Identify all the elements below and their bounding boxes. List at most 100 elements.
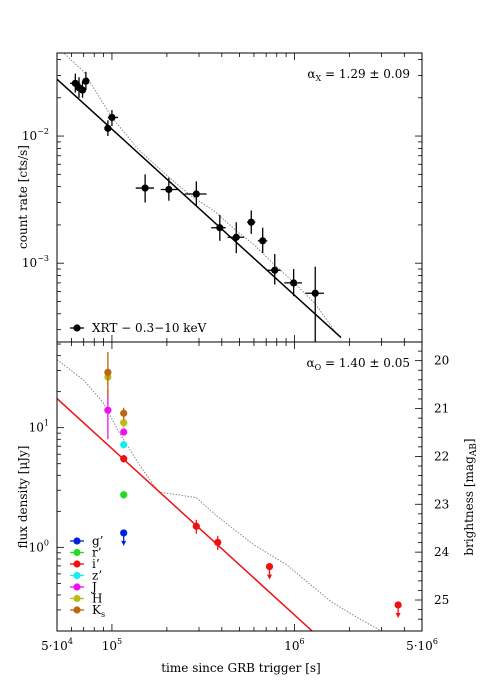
data-point	[284, 269, 302, 297]
data-point	[120, 418, 128, 428]
data-point	[120, 407, 128, 420]
x-tick-label: 106	[284, 637, 304, 653]
x-tick-exponent: 6	[300, 637, 305, 646]
legend-subscript: s	[101, 610, 105, 619]
fit-line	[57, 398, 313, 631]
data-point	[104, 389, 112, 440]
data-marker	[271, 266, 279, 274]
plot-area	[57, 351, 402, 631]
y-tick-label: 101	[29, 419, 49, 435]
mag-tick-label: 24	[434, 545, 450, 559]
mag-tick-label: 21	[434, 402, 449, 416]
data-marker	[120, 529, 128, 537]
data-point	[120, 491, 128, 499]
data-marker	[192, 190, 200, 198]
data-point	[104, 120, 112, 137]
x-tick-exponent: 5	[117, 637, 122, 646]
upper-limit-arrowhead	[266, 574, 272, 580]
legend-marker	[73, 548, 81, 557]
data-marker	[120, 428, 128, 436]
data-marker	[141, 184, 149, 192]
y-tick-exponent: −3	[37, 254, 49, 263]
model-curve	[57, 359, 382, 631]
plot-frame	[56, 341, 423, 632]
data-marker	[104, 368, 112, 376]
x-tick-label: 5·106	[406, 637, 438, 653]
fit-annotation: αO = 1.40 ± 0.05	[307, 356, 410, 372]
plot-frame	[56, 52, 423, 343]
legend-entry: J	[70, 580, 97, 594]
data-marker	[120, 441, 128, 449]
data-point	[267, 254, 281, 285]
data-point	[214, 535, 222, 551]
data-point	[120, 529, 128, 546]
data-marker	[311, 289, 319, 297]
legend-marker	[73, 583, 81, 591]
legend-entry: r’	[70, 546, 102, 560]
data-marker	[232, 233, 240, 241]
legend-entry: XRT − 0.3−10 keV	[70, 321, 207, 335]
legend-marker	[73, 324, 81, 332]
bottom-y-axis-label: flux density [μJy]	[16, 446, 30, 549]
data-point	[120, 455, 128, 463]
data-point	[227, 222, 245, 254]
y-tick-label: 10−3	[22, 254, 49, 270]
data-point	[135, 174, 154, 203]
legend-label: g’	[92, 534, 104, 548]
data-marker	[108, 113, 116, 122]
data-marker	[247, 218, 255, 226]
data-marker	[104, 406, 112, 414]
legend-entry: H	[70, 592, 102, 606]
y-tick-exponent: −2	[37, 127, 49, 136]
data-marker	[216, 224, 224, 232]
y-tick-label: 10−2	[22, 127, 49, 143]
data-marker	[192, 522, 200, 530]
data-marker	[214, 538, 222, 547]
legend-label: J	[90, 580, 97, 594]
annotation-value: = 1.40 ± 0.05	[321, 356, 410, 370]
upper-limit-arrowhead	[395, 612, 401, 618]
data-marker	[290, 279, 298, 287]
annotation-subscript: O	[315, 363, 322, 372]
mag-tick-label: 20	[434, 354, 449, 368]
y-tick-exponent: 1	[44, 419, 49, 428]
data-marker	[82, 77, 90, 85]
data-marker	[120, 455, 128, 463]
data-point	[247, 210, 256, 234]
top-y-axis-label: count rate [cts/s]	[16, 145, 30, 249]
x-axis-label: time since GRB trigger [s]	[161, 661, 321, 675]
legend-label: i’	[92, 557, 100, 571]
data-point	[120, 441, 128, 449]
axis-ticks	[56, 342, 423, 632]
data-point	[211, 214, 226, 241]
fit-line	[57, 78, 342, 339]
x-tick-exponent: 4	[68, 637, 73, 646]
axis-ticks	[56, 53, 423, 342]
legend-label: H	[92, 592, 102, 606]
data-marker	[165, 185, 173, 194]
data-point	[120, 428, 128, 436]
legend-entry: i’	[70, 557, 100, 571]
data-marker	[104, 124, 112, 132]
annotation-symbol: α	[307, 356, 315, 370]
fit-annotation: αX = 1.29 ± 0.09	[307, 67, 410, 83]
upper-limit-arrowhead	[121, 540, 127, 546]
legend-entry: Ks	[70, 603, 105, 619]
legend-label: z’	[92, 569, 102, 583]
data-point	[184, 181, 207, 207]
legend-marker	[73, 594, 81, 603]
legend-label: Ks	[92, 603, 105, 619]
y-tick-label: 100	[29, 538, 49, 554]
legend-marker	[73, 571, 81, 580]
mag-tick-label: 23	[434, 497, 449, 511]
data-point	[82, 71, 90, 91]
annotation-value: = 1.29 ± 0.09	[321, 67, 410, 81]
legend-entry: z’	[70, 569, 102, 583]
mag-tick-label: 25	[434, 593, 449, 607]
legend-label: XRT − 0.3−10 keV	[92, 321, 207, 335]
data-point	[192, 519, 200, 534]
data-point	[160, 177, 178, 201]
data-point	[107, 110, 119, 126]
